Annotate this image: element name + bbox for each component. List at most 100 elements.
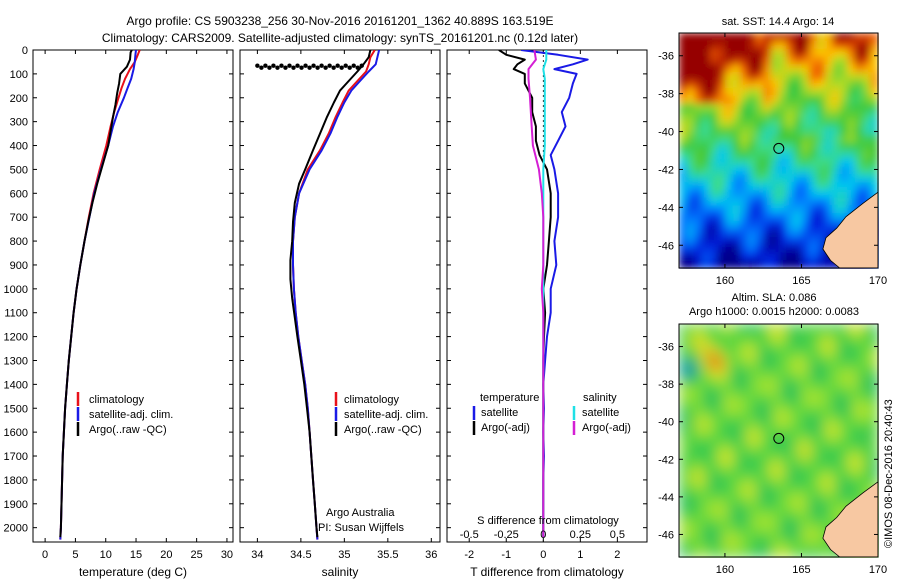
depth-tick-label: 200 [10,93,28,105]
sla-cell [724,362,734,372]
sst-cell [786,103,795,113]
sla-cell [709,370,719,380]
sst-cell [832,48,841,58]
sst-cell [755,103,764,113]
sst-cell [755,252,764,261]
sst-cell [786,40,795,50]
sst-cell [763,134,772,144]
sla-map-title-line1: Altim. SLA: 0.086 [732,292,817,304]
sst-cell [763,236,772,246]
sst-cell [679,260,688,269]
sst-cell [702,189,711,199]
sla-cell [747,541,757,551]
sla-cell [809,393,818,403]
sst-cell [770,197,780,207]
sst-cell [755,119,764,128]
sst-cell [862,72,872,81]
sla-cell [763,362,772,372]
sla-cell [686,331,696,341]
sla-cell [702,401,711,411]
sst-cell [793,95,803,105]
sst-cell [763,189,772,199]
sla-cell [755,533,764,543]
sla-cell [702,370,711,380]
sla-cell [686,549,696,558]
sla-cell [724,541,734,551]
sst-cell [740,119,749,128]
sst-cell [747,197,757,207]
sst-cell [694,244,703,254]
sla-cell [801,347,810,356]
sst-cell [724,174,734,183]
sst-cell [709,213,719,222]
sst-cell [870,64,879,73]
depth-tick-label: 1200 [4,332,28,344]
sst-cell [724,64,734,73]
sla-cell [816,362,826,372]
sst-cell [694,134,703,144]
sst-cell [870,181,879,191]
sst-cell [755,56,764,66]
sla-cell [809,339,818,349]
sst-cell [740,213,749,222]
sst-cell [824,111,833,120]
sla-cell [755,510,764,519]
sst-cell [755,205,764,214]
sst-cell [755,142,764,152]
sla-cell [870,355,879,364]
sst-cell [763,80,772,89]
salinity-difference-tick-label: 0.5 [610,529,625,541]
sst-cell [740,142,749,152]
sst-cell [801,127,810,136]
sla-cell [686,401,696,411]
sst-cell [747,95,757,105]
sla-cell [732,448,742,457]
sst-cell [717,111,726,120]
sst-cell [778,80,787,89]
sst-cell [724,48,734,58]
sla-cell [686,456,696,465]
sla-cell [686,463,696,473]
sla-cell [702,355,711,364]
sla-cell [778,525,787,535]
sla-cell [801,370,810,380]
salinity-difference-ticks: -0.5 -0.25 0 0.25 0.5 [460,529,625,541]
sla-cell [724,331,734,341]
sst-cell [839,111,849,120]
sst-cell [747,189,757,199]
sst-cell [793,221,803,230]
sla-cell [778,456,787,465]
sst-cell [778,111,787,120]
sst-cell [793,56,803,66]
sla-cell [786,355,795,364]
flagged-argo-point [331,65,336,70]
sla-cell [770,362,780,372]
sst-cell [702,48,711,58]
sst-cell [793,127,803,136]
sla-cell [786,510,795,519]
sla-cell [686,525,696,535]
sst-cell [816,134,826,144]
sla-cell [747,425,757,434]
sst-cell [755,134,764,144]
sla-cell [832,378,841,387]
sst-cell [732,56,742,66]
sla-cell [732,479,742,488]
sst-cell [862,95,872,105]
salinity-x-ticks: 34 34.5 35 35.5 36 [251,50,437,561]
sst-cell [870,80,879,89]
salinity-difference-tick-label: -0.25 [494,529,519,541]
sst-cell [770,252,780,261]
sla-cell [801,417,810,426]
sla-cell [702,463,711,473]
sla-cell [747,401,757,411]
sla-cell [801,448,810,457]
sla-cell [724,471,734,481]
sla-cell [702,339,711,349]
sla-cell [732,347,742,356]
sla-cell [824,417,833,426]
sla-cell [724,370,734,380]
sla-cell [694,417,703,426]
sst-cell [816,127,826,136]
sst-cell [862,150,872,160]
